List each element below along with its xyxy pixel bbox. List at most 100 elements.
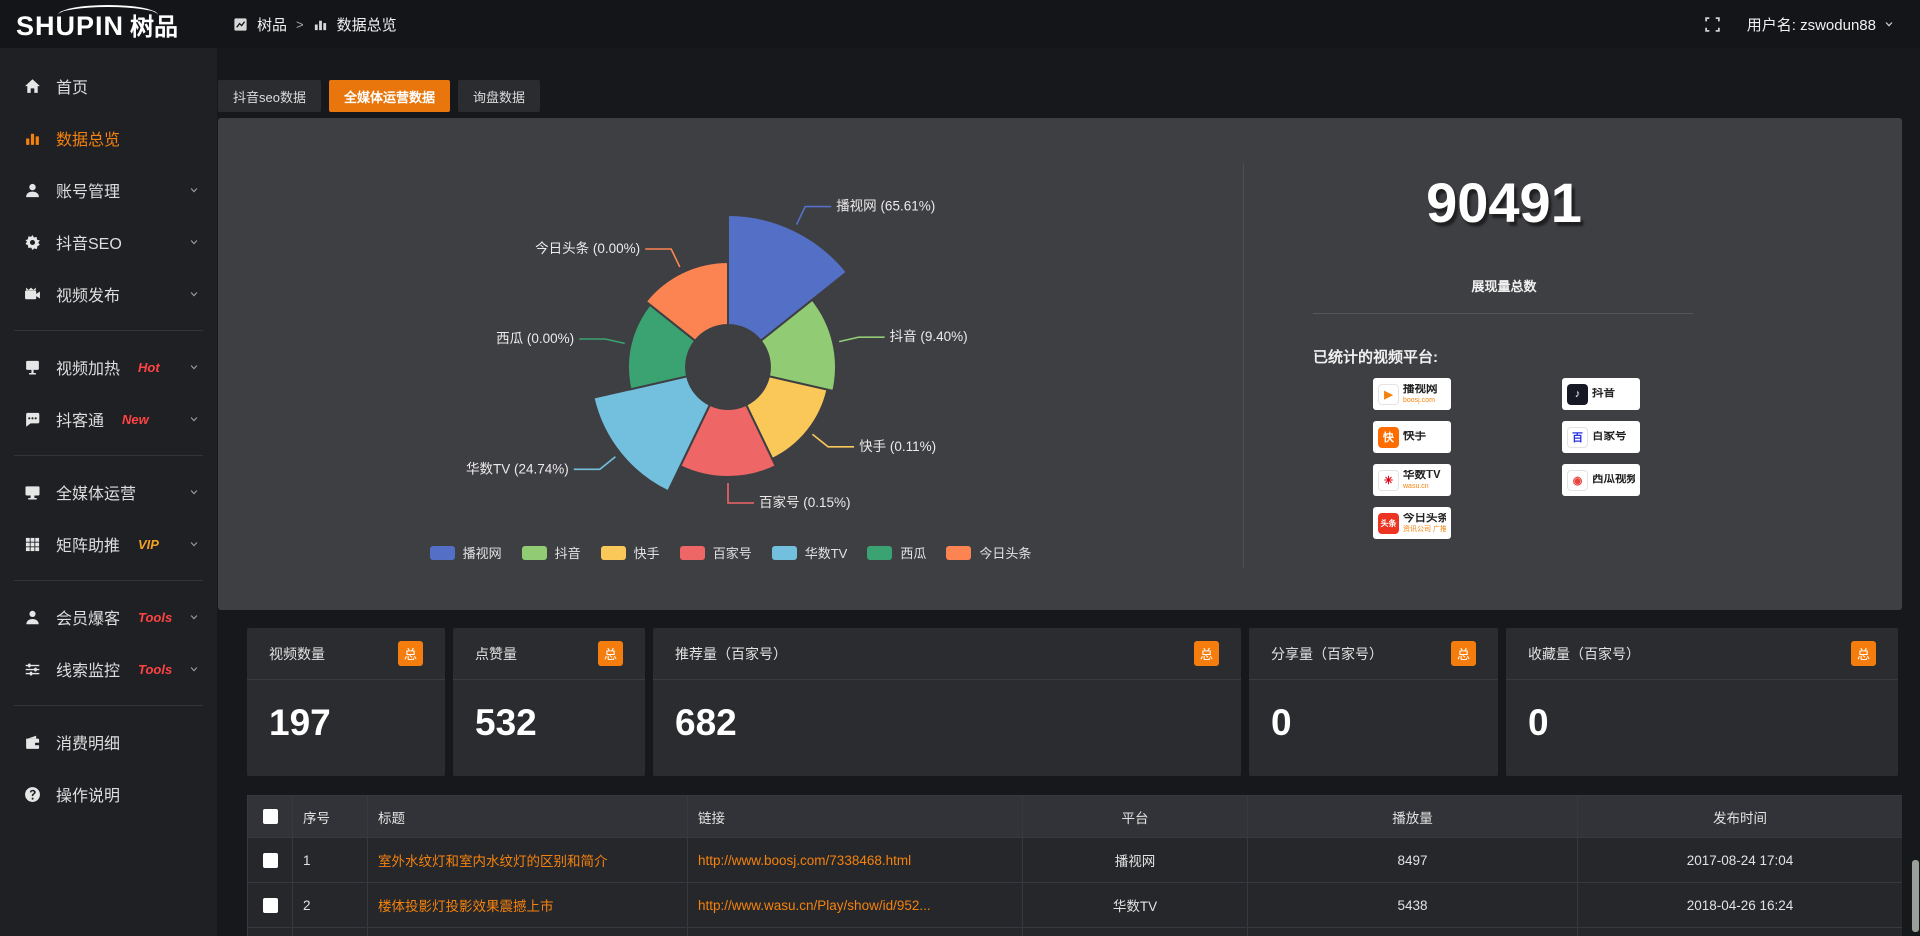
- chevron-down-icon: [1884, 19, 1894, 29]
- stat-card-label: 推荐量（百家号）: [675, 645, 787, 662]
- platform-badge-快手: 快快手: [1373, 421, 1451, 453]
- platform-badge-百家号: 百百家号: [1562, 421, 1640, 453]
- chevron-down-icon: [189, 362, 199, 372]
- legend-item-西瓜[interactable]: 西瓜: [867, 543, 926, 562]
- sidebar-item-tag: Tools: [138, 609, 173, 625]
- sidebar-item-label: 消费明细: [56, 736, 121, 753]
- total-impressions-label: 展现量总数: [1471, 279, 1537, 294]
- chevron-down-icon: [189, 414, 199, 424]
- grid-icon: [24, 536, 41, 553]
- sidebar-item-label: 首页: [56, 80, 89, 97]
- cell-url-link[interactable]: [687, 927, 1023, 936]
- scrollbar-thumb[interactable]: [1912, 860, 1919, 932]
- sidebar-item-视频发布[interactable]: 视频发布: [0, 268, 217, 320]
- breadcrumb-item-home[interactable]: 树品: [257, 16, 288, 34]
- legend-item-华数TV[interactable]: 华数TV: [771, 543, 847, 562]
- cell-plays: 5438: [1247, 882, 1578, 928]
- sidebar-item-矩阵助推[interactable]: 矩阵助推 VIP: [0, 518, 217, 570]
- pie-slice-华数TV[interactable]: [592, 375, 712, 493]
- tab-抖音seo数据[interactable]: 抖音seo数据: [218, 80, 321, 112]
- user-menu[interactable]: 用户名: zswodun88: [1747, 14, 1894, 35]
- chart-legend: 播视网 抖音 快手 百家号 华数TV 西瓜 今日头条: [218, 543, 1243, 562]
- sidebar-item-线索监控[interactable]: 线索监控 Tools: [0, 643, 217, 695]
- total-badge[interactable]: 总: [1451, 641, 1476, 666]
- stat-card-视频数量: 视频数量 总 197: [247, 628, 445, 776]
- stat-cards-row: 视频数量总 197 点赞量总 532 推荐量（百家号）总 682 分享量（百家号）总 0 收藏量…: [247, 628, 1902, 776]
- column-header-标题: 标题: [367, 795, 688, 838]
- breadcrumb-page-icon: [313, 17, 328, 32]
- platform-badge-华数TV: ✳ 华数TV wasu.cn: [1373, 464, 1451, 496]
- pie-slice-今日头条[interactable]: [644, 260, 729, 343]
- legend-item-播视网[interactable]: 播视网: [429, 543, 502, 562]
- sidebar-item-label: 全媒体运营: [56, 486, 137, 503]
- summary-divider: [1313, 313, 1693, 314]
- platform-badge-text: 华数TV wasu.cn: [1403, 470, 1441, 491]
- pie-label-line-播视网: [795, 205, 832, 225]
- pie-label-line-华数TV: [573, 456, 616, 471]
- cell-url-link[interactable]: http://www.wasu.cn/Play/show/id/952...: [687, 882, 1023, 928]
- legend-label: 百家号: [712, 546, 752, 561]
- total-badge[interactable]: 总: [1851, 641, 1876, 666]
- legend-item-今日头条[interactable]: 今日头条: [946, 543, 1031, 562]
- cell-plays: 8497: [1247, 837, 1578, 883]
- cell-title-link[interactable]: 室外水纹灯和室内水纹灯的区别和简介: [367, 837, 688, 883]
- pie-label-抖音: 抖音 (9.40%): [890, 328, 968, 344]
- breadcrumb: 树品 > 数据总览: [233, 14, 397, 35]
- legend-swatch: [521, 545, 547, 560]
- cell-platform: 播视网: [1022, 837, 1248, 883]
- sidebar-item-全媒体运营[interactable]: 全媒体运营: [0, 466, 217, 518]
- sidebar-item-首页[interactable]: 首页: [0, 60, 217, 112]
- chevron-down-icon: [189, 237, 199, 247]
- page-scrollbar[interactable]: [1912, 48, 1919, 936]
- legend-swatch: [600, 545, 626, 560]
- row-checkbox[interactable]: [262, 897, 278, 913]
- cell-title-link[interactable]: [367, 927, 688, 936]
- platform-badge-label: 抖音: [1592, 388, 1615, 400]
- sidebar-item-会员爆客[interactable]: 会员爆客 Tools: [0, 591, 217, 643]
- app-logo: SHUPIN 树品: [0, 5, 217, 42]
- table-header-row: 序号 标题 链接 平台 播放量 发布时间: [247, 795, 1902, 838]
- pie-slice-抖音[interactable]: [759, 298, 837, 393]
- sidebar-item-label: 视频发布: [56, 288, 121, 305]
- legend-item-百家号[interactable]: 百家号: [679, 543, 752, 562]
- legend-item-抖音[interactable]: 抖音: [521, 543, 581, 562]
- select-all-checkbox[interactable]: [262, 809, 278, 825]
- data-tabs: 抖音seo数据 全媒体运营数据 询盘数据: [218, 80, 540, 112]
- cell-url-link[interactable]: http://www.boosj.com/7338468.html: [687, 837, 1023, 883]
- pie-slice-播视网[interactable]: [727, 213, 849, 343]
- pie-label-百家号: 百家号 (0.15%): [759, 494, 851, 510]
- top-bar: SHUPIN 树品 树品 > 数据总览 用户名: zswodun88: [0, 0, 1920, 48]
- total-badge[interactable]: 总: [598, 641, 623, 666]
- sliders-icon: [24, 661, 41, 678]
- sidebar-item-抖音SEO[interactable]: 抖音SEO: [0, 216, 217, 268]
- sidebar-item-数据总览[interactable]: 数据总览: [0, 112, 217, 164]
- select-all-header-cell: [247, 795, 293, 838]
- cell-platform: 华数TV: [1022, 882, 1248, 928]
- cell-title-link[interactable]: 楼体投影灯投影效果震撼上市: [367, 882, 688, 928]
- pie-label-今日头条: 今日头条 (0.00%): [535, 240, 640, 256]
- tab-询盘数据[interactable]: 询盘数据: [457, 80, 540, 112]
- row-checkbox[interactable]: [262, 852, 278, 868]
- chat-icon: [24, 411, 41, 428]
- sidebar-item-操作说明[interactable]: 操作说明: [0, 768, 217, 820]
- sidebar-item-账号管理[interactable]: 账号管理: [0, 164, 217, 216]
- sidebar-item-抖客通[interactable]: 抖客通 New: [0, 393, 217, 445]
- sidebar-item-消费明细[interactable]: 消费明细: [0, 716, 217, 768]
- tab-全媒体运营数据[interactable]: 全媒体运营数据: [328, 80, 450, 112]
- sidebar-item-label: 抖客通: [56, 413, 105, 430]
- monitor-icon: [24, 484, 41, 501]
- pie-slice-百家号[interactable]: [678, 403, 778, 478]
- fullscreen-icon[interactable]: [1704, 16, 1721, 33]
- total-badge[interactable]: 总: [398, 641, 423, 666]
- total-badge[interactable]: 总: [1194, 641, 1219, 666]
- pie-label-华数TV: 华数TV (24.74%): [466, 461, 569, 476]
- panel-divider: [1243, 163, 1244, 568]
- rose-pie-chart[interactable]: 播视网 (65.61%) 抖音 (9.40%) 快手 (0.11%) 百家号 (0.1…: [218, 118, 1243, 548]
- legend-item-快手[interactable]: 快手: [600, 543, 660, 562]
- screen-icon: [24, 359, 41, 376]
- sidebar-item-label: 视频加热: [56, 361, 121, 378]
- stat-card-value: 682: [675, 702, 737, 743]
- sidebar-item-视频加热[interactable]: 视频加热 Hot: [0, 341, 217, 393]
- legend-swatch: [679, 545, 705, 560]
